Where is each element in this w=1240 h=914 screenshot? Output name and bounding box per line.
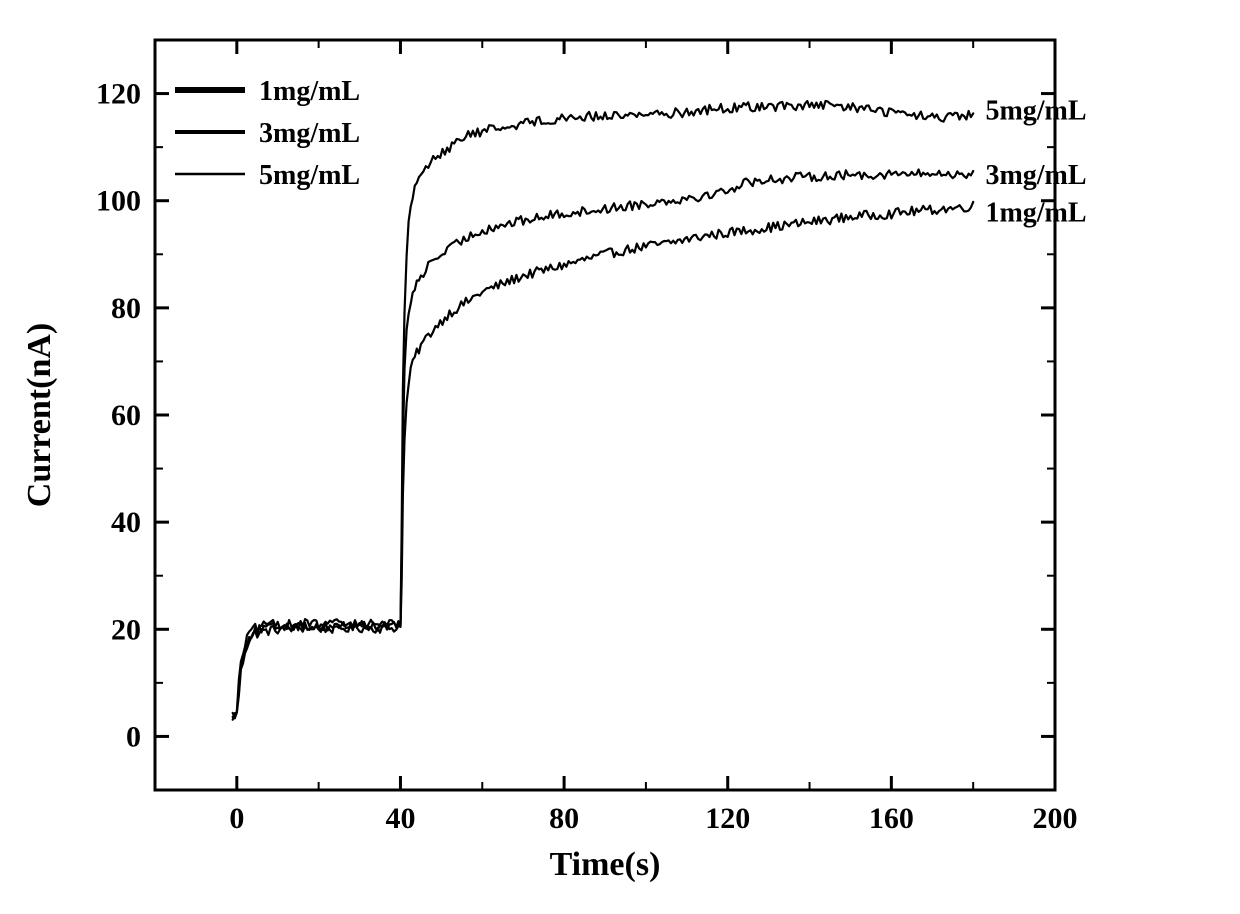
y-tick-label: 100 [96,185,141,218]
x-tick-label: 200 [1033,802,1078,835]
x-tick-label: 120 [705,802,750,835]
legend-label: 3mg/mL [259,118,360,149]
y-tick-label: 40 [111,506,141,539]
y-tick-label: 60 [111,399,141,432]
y-tick-label: 80 [111,292,141,325]
y-tick-label: 20 [111,613,141,646]
x-axis-label: Time(s) [550,846,661,883]
trace-label: 3mg/mL [985,160,1086,191]
legend-label: 1mg/mL [259,76,360,107]
x-tick-label: 80 [549,802,579,835]
legend-label: 5mg/mL [259,160,360,191]
chart-svg: 0 40 80 120 160 200 0 20 40 60 80 100 120 Time(s) Curr… [0,0,1240,914]
current-vs-time-chart: 0 40 80 120 160 200 0 20 40 60 80 100 120 Time(s) Curr… [0,0,1240,914]
x-tick-label: 160 [869,802,914,835]
trace-label: 5mg/mL [985,96,1086,127]
x-tick-label: 0 [229,802,244,835]
series-1mg/mL [233,202,974,718]
y-tick-label: 0 [126,720,141,753]
plot-border [155,40,1055,790]
trace-label: 1mg/mL [985,197,1086,228]
y-tick-label: 120 [96,78,141,111]
series-5mg/mL [233,101,974,718]
x-tick-label: 40 [385,802,415,835]
y-axis-label: Current(nA) [21,323,58,507]
